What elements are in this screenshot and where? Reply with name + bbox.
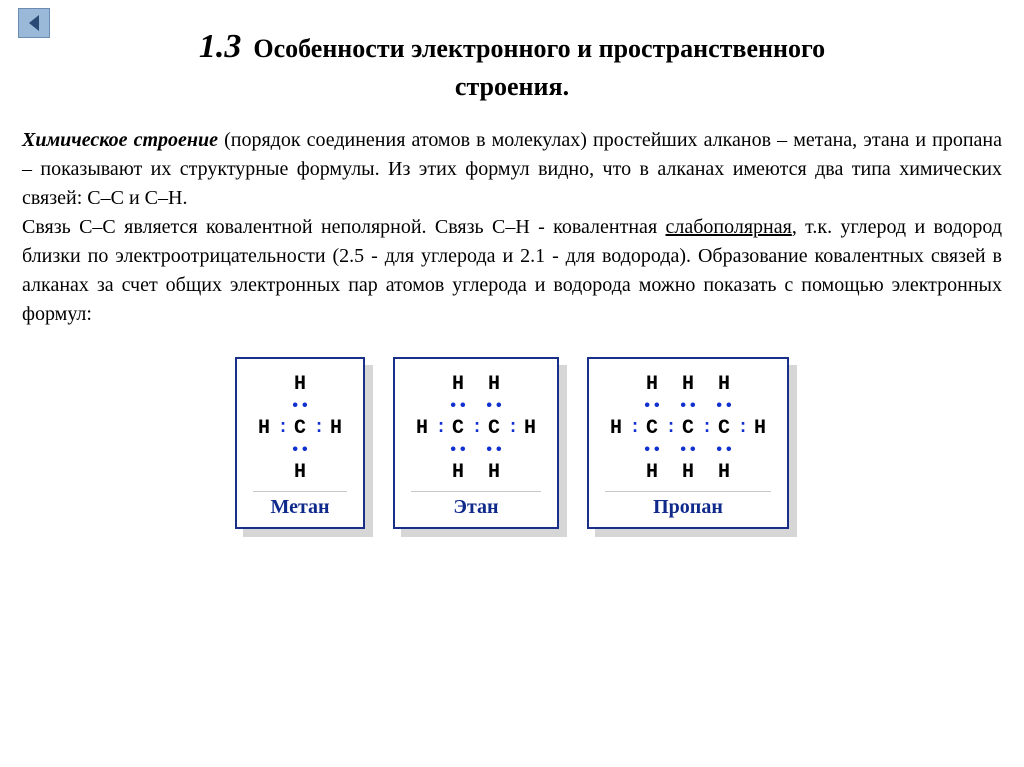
lewis-formula-methane: Н •• Н:С:Н •• Н	[253, 373, 347, 483]
card-label: Этан	[411, 491, 541, 519]
card-label: Пропан	[605, 491, 771, 519]
back-triangle-icon	[27, 14, 41, 32]
card-ethane: НН •••• Н:С:С:Н •••• НН Этан	[393, 357, 559, 529]
term-italic: Химическое строение	[22, 129, 218, 151]
para-2a: Связь С–С является ковалентной неполярно…	[22, 216, 666, 238]
card-propane: ННН •••••• Н:С:С:С:Н •••••• ННН Пропан	[587, 357, 789, 529]
para-underline: слабополярная	[666, 216, 792, 238]
formula-cards-row: Н •• Н:С:Н •• Н Метан НН •••• Н:С:С:Н ••…	[0, 329, 1024, 529]
lewis-formula-propane: ННН •••••• Н:С:С:С:Н •••••• ННН	[605, 373, 771, 483]
body-paragraph: Химическое строение (порядок соединения …	[0, 112, 1024, 329]
back-button[interactable]	[18, 8, 50, 38]
heading-line-1: Особенности электронного и пространствен…	[253, 34, 825, 63]
heading-line-2: строения.	[30, 72, 994, 102]
card-methane: Н •• Н:С:Н •• Н Метан	[235, 357, 365, 529]
card-body: НН •••• Н:С:С:Н •••• НН Этан	[393, 357, 559, 529]
lewis-formula-ethane: НН •••• Н:С:С:Н •••• НН	[411, 373, 541, 483]
section-number: 1.3	[199, 28, 242, 65]
card-body: Н •• Н:С:Н •• Н Метан	[235, 357, 365, 529]
section-heading: 1.3 Особенности электронного и пространс…	[0, 0, 1024, 112]
card-label: Метан	[253, 491, 347, 519]
card-body: ННН •••••• Н:С:С:С:Н •••••• ННН Пропан	[587, 357, 789, 529]
